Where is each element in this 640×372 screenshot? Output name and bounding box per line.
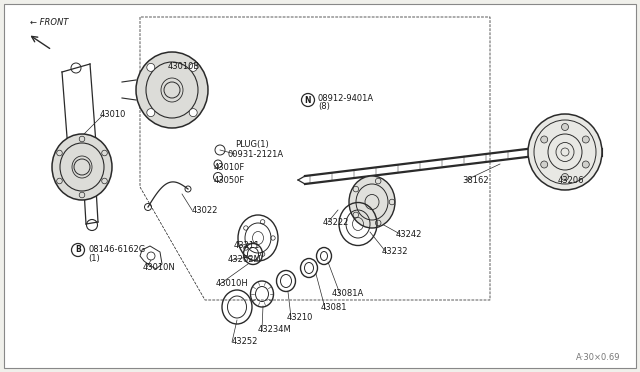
Text: 43232: 43232 (382, 247, 408, 257)
Text: 43210: 43210 (287, 312, 314, 321)
Text: 43022: 43022 (192, 205, 218, 215)
Circle shape (147, 109, 155, 117)
Text: 38162: 38162 (462, 176, 488, 185)
Ellipse shape (528, 114, 602, 190)
Text: 43252: 43252 (232, 337, 259, 346)
Ellipse shape (349, 176, 395, 228)
Ellipse shape (136, 52, 208, 128)
Text: 43081A: 43081A (332, 289, 364, 298)
Text: 43206: 43206 (558, 176, 584, 185)
Text: 08146-6162G: 08146-6162G (88, 246, 145, 254)
Circle shape (561, 173, 568, 180)
Text: ← FRONT: ← FRONT (30, 17, 68, 26)
Circle shape (582, 161, 589, 168)
Text: N: N (305, 96, 311, 105)
Circle shape (147, 63, 155, 71)
Text: 43081: 43081 (321, 304, 348, 312)
Text: 43010B: 43010B (168, 61, 200, 71)
Text: 43010F: 43010F (214, 163, 245, 171)
Text: 43010: 43010 (100, 109, 126, 119)
Circle shape (561, 124, 568, 131)
Text: 43222: 43222 (323, 218, 349, 227)
Text: A·30×0.69: A·30×0.69 (575, 353, 620, 362)
Circle shape (582, 136, 589, 143)
Circle shape (541, 161, 548, 168)
Circle shape (189, 63, 197, 71)
Ellipse shape (52, 134, 112, 200)
Circle shape (541, 136, 548, 143)
Text: 43010N: 43010N (143, 263, 176, 272)
Text: 00931-2121A: 00931-2121A (228, 150, 284, 158)
Text: 43211: 43211 (234, 241, 260, 250)
Text: 43010H: 43010H (216, 279, 249, 289)
Text: (1): (1) (88, 253, 100, 263)
Text: 43234M: 43234M (258, 326, 292, 334)
Text: 43262M: 43262M (228, 256, 262, 264)
Text: 43242: 43242 (396, 230, 422, 238)
Text: B: B (75, 246, 81, 254)
Text: (8): (8) (318, 102, 330, 110)
Circle shape (189, 109, 197, 117)
Text: PLUG(1): PLUG(1) (235, 140, 269, 148)
Text: 08912-9401A: 08912-9401A (318, 93, 374, 103)
Text: 43050F: 43050F (214, 176, 245, 185)
